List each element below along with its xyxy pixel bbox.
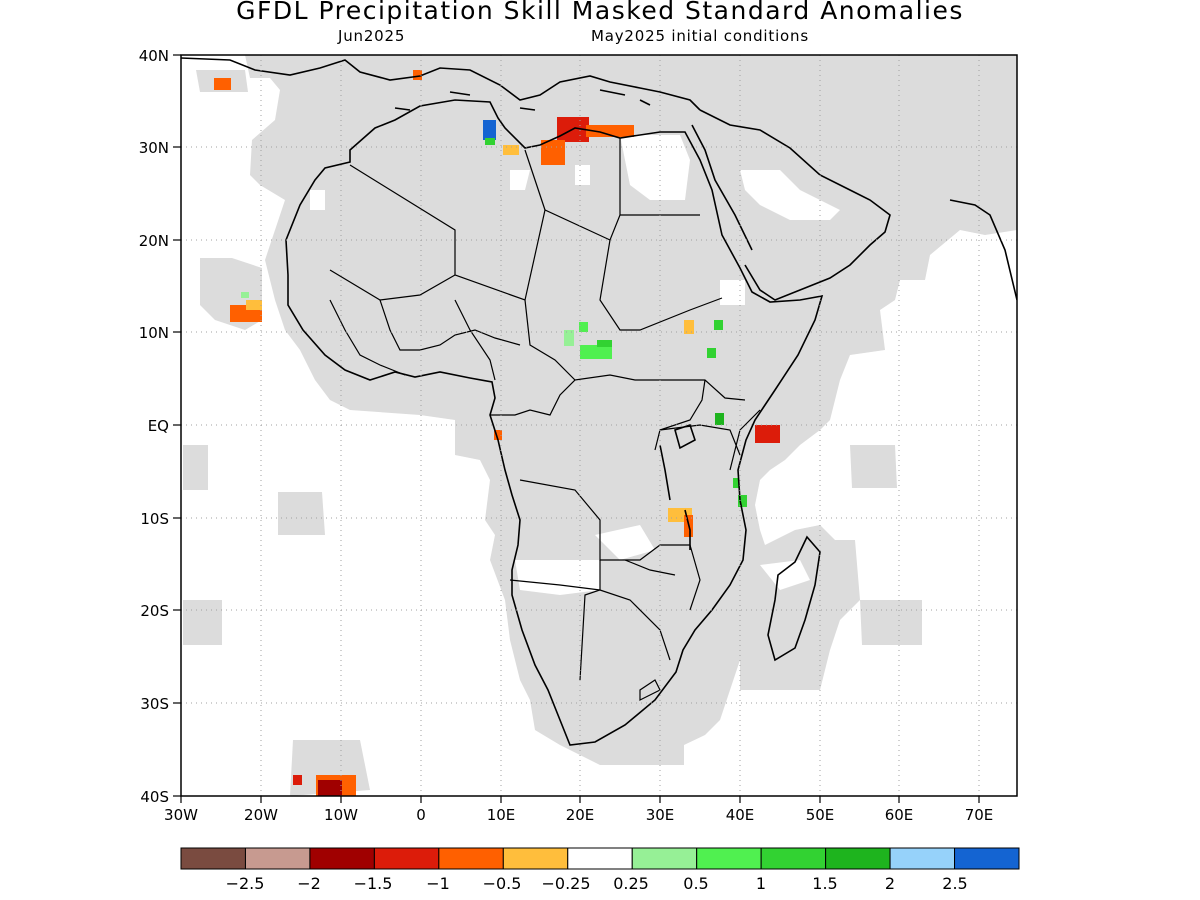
colorbar-label: 0.25 bbox=[613, 874, 649, 893]
latitude-axis: 40N 30N 20N 10N EQ 10S 20S 30S 40S bbox=[139, 47, 181, 806]
lon-tick-label: 30E bbox=[646, 806, 675, 824]
colorbar-label: 0.5 bbox=[683, 874, 708, 893]
lon-tick-label: 0 bbox=[416, 806, 426, 824]
lon-tick-label: 20W bbox=[244, 806, 278, 824]
colorbar-label: −2.5 bbox=[226, 874, 265, 893]
colorbar-label: 1.5 bbox=[812, 874, 837, 893]
lon-tick-label: 50E bbox=[806, 806, 835, 824]
lake-malawi bbox=[684, 509, 691, 550]
no-skill-holes bbox=[310, 135, 840, 595]
colorbar-swatch bbox=[438, 847, 504, 870]
lat-tick-label: 20N bbox=[139, 232, 169, 250]
colorbar-swatch bbox=[309, 847, 375, 870]
colorbar-swatch bbox=[631, 847, 698, 870]
lat-tick-label: 40S bbox=[140, 788, 169, 806]
colorbar-label: −0.5 bbox=[483, 874, 522, 893]
lat-tick-label: 40N bbox=[139, 47, 169, 65]
longitude-axis: 30W 20W 10W 0 10E 20E 30E 40E 50E 60E 70… bbox=[164, 796, 993, 824]
coastlines bbox=[181, 57, 1017, 746]
colorbar-label: −1 bbox=[426, 874, 450, 893]
africa-coastline bbox=[285, 99, 824, 746]
lon-tick-label: 40E bbox=[726, 806, 755, 824]
lat-tick-label: EQ bbox=[148, 417, 169, 435]
anomaly-patches bbox=[214, 70, 780, 796]
red-sea-coastline bbox=[691, 124, 753, 251]
colorbar-label: −0.25 bbox=[541, 874, 590, 893]
colorbar-swatch bbox=[696, 847, 762, 870]
lat-tick-label: 10S bbox=[140, 510, 169, 528]
india-coastline bbox=[949, 199, 1017, 301]
colorbar-label: 2 bbox=[885, 874, 895, 893]
map-title: GFDL Precipitation Skill Masked Standard… bbox=[236, 0, 964, 25]
graticule bbox=[181, 55, 1017, 796]
colorbar: −2.5 −2 −1.5 −1 −0.5 −0.25 0.25 0.5 1 1.… bbox=[180, 847, 1020, 893]
colorbar-label: −2 bbox=[297, 874, 321, 893]
colorbar-label: 1 bbox=[756, 874, 766, 893]
arabia-coastline bbox=[699, 109, 891, 301]
colorbar-swatch bbox=[825, 847, 891, 870]
lon-tick-label: 30W bbox=[164, 806, 198, 824]
lon-tick-label: 10W bbox=[324, 806, 358, 824]
forecast-month: Jun2025 bbox=[338, 27, 406, 45]
colorbar-swatch bbox=[889, 847, 956, 870]
lon-tick-label: 20E bbox=[566, 806, 595, 824]
lon-tick-label: 10E bbox=[487, 806, 516, 824]
colorbar-swatches bbox=[180, 847, 1020, 870]
lon-tick-label: 70E bbox=[965, 806, 994, 824]
colorbar-swatch bbox=[373, 847, 440, 870]
lat-tick-label: 20S bbox=[140, 602, 169, 620]
colorbar-swatch bbox=[954, 847, 1020, 870]
colorbar-swatch bbox=[244, 847, 311, 870]
europe-coastline bbox=[181, 57, 701, 111]
colorbar-label: −1.5 bbox=[354, 874, 393, 893]
map-plot-area bbox=[181, 55, 1017, 796]
mediterranean-islands bbox=[394, 89, 651, 111]
colorbar-label: 2.5 bbox=[942, 874, 967, 893]
lat-tick-label: 30S bbox=[140, 695, 169, 713]
lat-tick-label: 10N bbox=[139, 324, 169, 342]
initial-conditions: May2025 initial conditions bbox=[591, 27, 809, 45]
madagascar-coastline bbox=[767, 535, 821, 662]
colorbar-swatch bbox=[502, 847, 569, 870]
colorbar-swatch bbox=[180, 847, 246, 870]
lake-tanganyika bbox=[659, 444, 671, 501]
lat-tick-label: 30N bbox=[139, 139, 169, 157]
colorbar-swatch bbox=[567, 847, 633, 870]
colorbar-swatch bbox=[760, 847, 827, 870]
lon-tick-label: 60E bbox=[885, 806, 914, 824]
